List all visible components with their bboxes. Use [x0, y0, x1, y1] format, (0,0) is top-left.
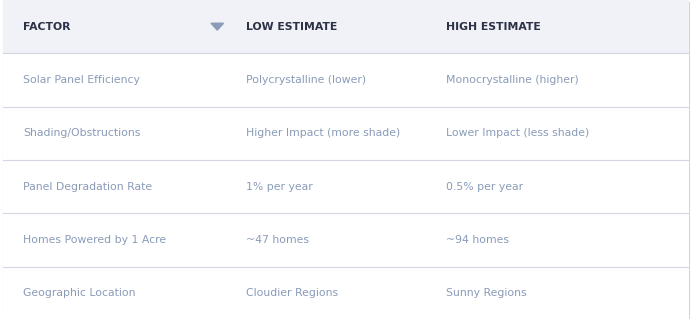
Text: Polycrystalline (lower): Polycrystalline (lower)	[246, 75, 366, 85]
Bar	[3, 267, 689, 320]
Bar	[3, 160, 689, 213]
Text: Shading/Obstructions: Shading/Obstructions	[23, 128, 140, 138]
Text: HIGH ESTIMATE: HIGH ESTIMATE	[446, 22, 541, 32]
Text: Homes Powered by 1 Acre: Homes Powered by 1 Acre	[23, 235, 166, 245]
Text: 1% per year: 1% per year	[246, 182, 312, 192]
Text: Geographic Location: Geographic Location	[23, 288, 136, 298]
Text: Sunny Regions: Sunny Regions	[446, 288, 527, 298]
Text: LOW ESTIMATE: LOW ESTIMATE	[246, 22, 337, 32]
Bar	[3, 213, 689, 267]
Text: Lower Impact (less shade): Lower Impact (less shade)	[446, 128, 590, 138]
Bar	[3, 53, 689, 107]
Text: Solar Panel Efficiency: Solar Panel Efficiency	[23, 75, 140, 85]
Bar	[3, 0, 689, 53]
Text: 0.5% per year: 0.5% per year	[446, 182, 523, 192]
Bar	[3, 107, 689, 160]
Text: ~94 homes: ~94 homes	[446, 235, 509, 245]
Text: Higher Impact (more shade): Higher Impact (more shade)	[246, 128, 400, 138]
Text: ~47 homes: ~47 homes	[246, 235, 309, 245]
Polygon shape	[211, 23, 224, 30]
Text: Cloudier Regions: Cloudier Regions	[246, 288, 338, 298]
Text: Monocrystalline (higher): Monocrystalline (higher)	[446, 75, 579, 85]
Text: Panel Degradation Rate: Panel Degradation Rate	[23, 182, 152, 192]
Text: FACTOR: FACTOR	[23, 22, 71, 32]
